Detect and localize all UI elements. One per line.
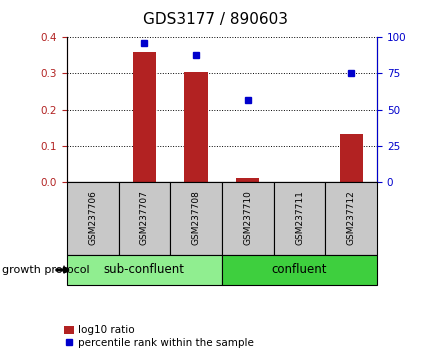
Text: GSM237708: GSM237708 <box>191 190 200 245</box>
Bar <box>273 182 325 255</box>
Text: GSM237706: GSM237706 <box>88 190 97 245</box>
Bar <box>132 52 156 182</box>
Bar <box>170 182 221 255</box>
Text: GSM237707: GSM237707 <box>140 190 148 245</box>
Bar <box>184 72 207 182</box>
Text: confluent: confluent <box>271 263 326 276</box>
Text: growth protocol: growth protocol <box>2 265 89 275</box>
Bar <box>221 255 376 285</box>
Text: GSM237711: GSM237711 <box>295 190 303 245</box>
Text: GSM237712: GSM237712 <box>346 190 355 245</box>
Bar <box>67 182 118 255</box>
Bar <box>67 255 221 285</box>
Bar <box>339 135 362 182</box>
Bar <box>325 182 376 255</box>
Bar <box>221 182 273 255</box>
Legend: log10 ratio, percentile rank within the sample: log10 ratio, percentile rank within the … <box>63 324 254 349</box>
Bar <box>118 182 170 255</box>
Text: GDS3177 / 890603: GDS3177 / 890603 <box>143 12 287 27</box>
Text: sub-confluent: sub-confluent <box>104 263 184 276</box>
Bar <box>236 178 259 182</box>
Text: GSM237710: GSM237710 <box>243 190 252 245</box>
